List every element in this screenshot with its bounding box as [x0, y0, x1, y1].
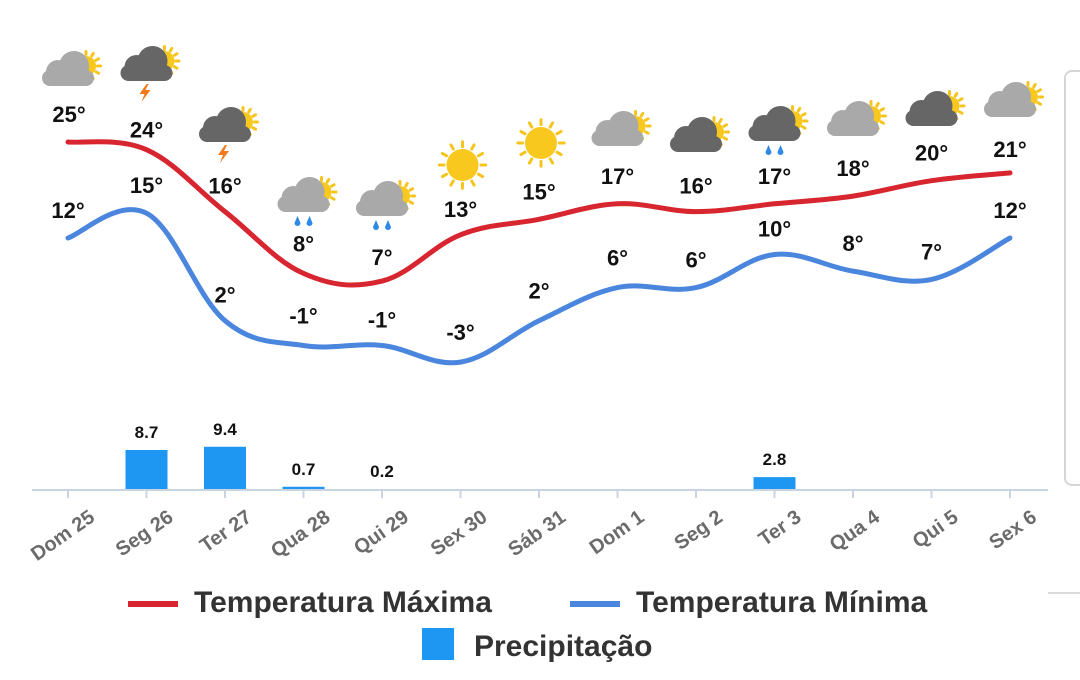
- min-temp-label: 6°: [685, 248, 706, 273]
- x-tick-label: Qui 5: [909, 506, 963, 553]
- legend-label-precipitation: Precipitação: [474, 630, 652, 663]
- x-tick-label: Sex 30: [427, 506, 492, 560]
- x-tick-label: Seg 26: [112, 506, 177, 561]
- partly-cloudy-icon: [984, 81, 1044, 117]
- max-temp-label: 8°: [293, 231, 314, 256]
- max-temp-label: 15°: [522, 179, 555, 204]
- max-temp-label: 16°: [679, 174, 712, 199]
- min-temperature-line: [65, 207, 1013, 366]
- min-temp-label: 8°: [842, 231, 863, 256]
- min-temp-label: -3°: [446, 320, 474, 345]
- partly-cloudy-dark-icon: [670, 116, 730, 152]
- sun-icon: [516, 118, 566, 168]
- thunderstorm-icon: [199, 106, 259, 163]
- x-tick-label: Ter 3: [755, 506, 806, 551]
- max-temperature-line: [65, 139, 1013, 288]
- legend-label-max: Temperatura Máxima: [194, 586, 492, 619]
- rain-dark-icon: [748, 105, 809, 155]
- min-temp-label: 2°: [214, 283, 235, 308]
- legend-swatch-min: [570, 601, 620, 607]
- legend: Temperatura Máxima Temperatura Mínima Prec…: [128, 586, 927, 663]
- precipitation-label: 9.4: [213, 420, 237, 439]
- x-tick-label: Ter 27: [196, 506, 256, 557]
- precipitation-label: 0.2: [370, 462, 394, 481]
- data-labels: 25° 24° 16° 8° 7° 13° 15° 17° 16° 17° 18° 20° 21° 12°…: [51, 102, 1026, 481]
- x-tick-label: Dom 25: [27, 506, 99, 565]
- max-temp-label: 25°: [52, 102, 85, 127]
- x-tick-label: Qui 29: [350, 506, 413, 559]
- legend-label-min: Temperatura Mínima: [636, 586, 927, 619]
- precipitation-label: 8.7: [135, 423, 159, 442]
- precipitation-bar: [282, 486, 325, 490]
- max-temp-label: 13°: [444, 197, 477, 222]
- min-temp-label: 12°: [993, 198, 1026, 223]
- side-panel-edge: [1064, 70, 1080, 486]
- x-tick-label: Qua 4: [826, 506, 885, 556]
- precipitation-label: 2.8: [763, 450, 787, 469]
- max-temp-label: 17°: [601, 164, 634, 189]
- min-temp-label: 10°: [758, 217, 791, 242]
- max-temp-label: 24°: [130, 118, 163, 143]
- legend-swatch-precipitation: [422, 628, 454, 660]
- thunderstorm-icon: [120, 45, 181, 102]
- max-temp-label: 21°: [993, 137, 1026, 162]
- partly-cloudy-icon: [827, 100, 887, 136]
- max-temp-label: 20°: [915, 141, 948, 166]
- max-temp-label: 7°: [371, 245, 392, 270]
- rain-icon: [277, 176, 338, 226]
- min-temp-label: -1°: [368, 308, 396, 333]
- min-temp-label: 12°: [51, 198, 84, 223]
- partly-cloudy-icon: [42, 50, 102, 86]
- precipitation-bar: [204, 446, 246, 490]
- x-tick-label: Dom 1: [586, 506, 649, 559]
- precipitation-bar: [753, 477, 796, 490]
- legend-swatch-max: [128, 601, 178, 607]
- weather-icons: [42, 45, 1044, 230]
- precipitation-bars: [125, 446, 796, 490]
- min-temp-label: 15°: [130, 173, 163, 198]
- rain-icon: [356, 180, 416, 230]
- min-temp-label: -1°: [289, 304, 317, 329]
- x-tick-label: Sáb 31: [504, 506, 569, 561]
- partly-cloudy-dark-icon: [905, 90, 966, 126]
- precipitation-label: 0.7: [292, 460, 316, 479]
- x-axis: Dom 25 Seg 26 Ter 27 Qua 28 Qui 29 Sex 30 Sáb …: [27, 489, 1048, 566]
- x-tick-label: Qua 28: [267, 506, 334, 562]
- min-temp-label: 2°: [528, 279, 549, 304]
- precipitation-bar: [125, 449, 168, 490]
- sun-icon: [437, 140, 488, 190]
- max-temp-label: 16°: [208, 174, 241, 199]
- x-tick-label: Seg 2: [671, 506, 727, 555]
- min-temp-label: 7°: [921, 239, 942, 264]
- max-temp-label: 18°: [836, 156, 869, 181]
- max-temp-label: 17°: [758, 164, 791, 189]
- partly-cloudy-icon: [591, 110, 652, 146]
- min-temp-label: 6°: [607, 246, 628, 271]
- x-tick-label: Sex 6: [985, 506, 1040, 554]
- temperature-lines: [65, 139, 1013, 366]
- divider: [1048, 592, 1080, 594]
